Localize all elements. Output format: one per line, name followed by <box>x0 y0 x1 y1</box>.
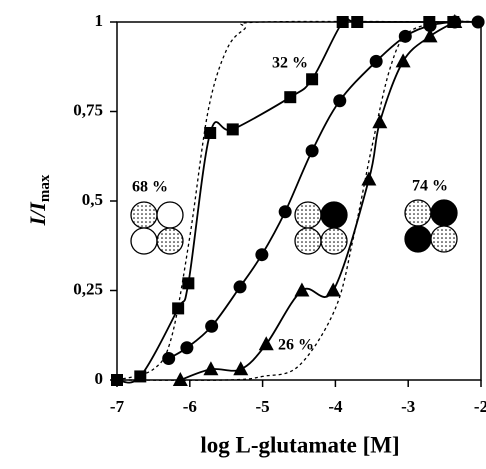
x-tick-label: -2 <box>474 397 486 416</box>
circle-marker <box>369 54 383 68</box>
x-tick-label: -3 <box>401 397 415 416</box>
circle-marker <box>333 94 347 108</box>
fit-curve <box>116 16 454 384</box>
square-marker <box>351 16 364 28</box>
x-tick-label: -7 <box>110 397 125 416</box>
y-tick-label: 0 <box>95 369 104 388</box>
circle-marker <box>305 144 319 158</box>
square-marker <box>336 16 349 28</box>
triangle-marker <box>447 14 463 28</box>
y-tick-label: 0,25 <box>73 279 103 298</box>
x-tick-label: -4 <box>328 397 343 416</box>
annotation: 68 % <box>132 179 168 196</box>
circle-marker <box>278 205 292 219</box>
y-axis-label: I/Imax <box>25 174 53 226</box>
square-marker <box>226 123 239 136</box>
y-axis-label-main: I/I <box>25 201 50 227</box>
y-tick-label: 0,75 <box>73 100 103 119</box>
triangle-marker <box>372 114 388 129</box>
circle-marker <box>180 341 194 355</box>
y-axis-label-sub: max <box>37 174 53 202</box>
circle-marker <box>233 280 247 294</box>
triangle-marker <box>325 282 341 297</box>
square-marker <box>134 370 147 383</box>
x-tick-label: -5 <box>256 397 270 416</box>
square-marker <box>204 126 217 139</box>
annotation: 32 % <box>272 55 308 72</box>
triangle-marker <box>258 336 274 351</box>
dashed-curve <box>116 20 482 381</box>
dashed-curve <box>116 20 482 381</box>
square-marker <box>306 73 319 86</box>
triangle-marker <box>422 28 438 43</box>
annotation: 26 % <box>278 337 314 354</box>
circle-marker <box>205 319 219 333</box>
triangle-marker <box>172 372 188 386</box>
square-marker <box>284 91 297 104</box>
circle-marker <box>162 352 176 366</box>
square-marker <box>182 277 195 290</box>
annotation: 74 % <box>412 178 448 195</box>
y-tick-label: 0,5 <box>82 190 103 209</box>
circle-marker <box>471 15 485 29</box>
triangle-marker <box>203 361 219 376</box>
subunit-icons <box>130 199 458 255</box>
y-tick-label: 1 <box>95 11 104 30</box>
triangle-marker <box>233 361 249 376</box>
square-marker <box>111 374 123 386</box>
circle-marker <box>255 248 269 262</box>
x-tick-label: -6 <box>183 397 197 416</box>
triangle-marker <box>395 53 411 68</box>
x-axis-label: log L-glutamate [M] <box>200 432 399 457</box>
triangle-marker <box>361 171 377 186</box>
circle-marker <box>423 19 437 33</box>
triangle-marker <box>294 282 310 297</box>
circle-marker <box>398 29 412 43</box>
plot-frame <box>116 21 482 381</box>
square-marker <box>172 302 185 315</box>
